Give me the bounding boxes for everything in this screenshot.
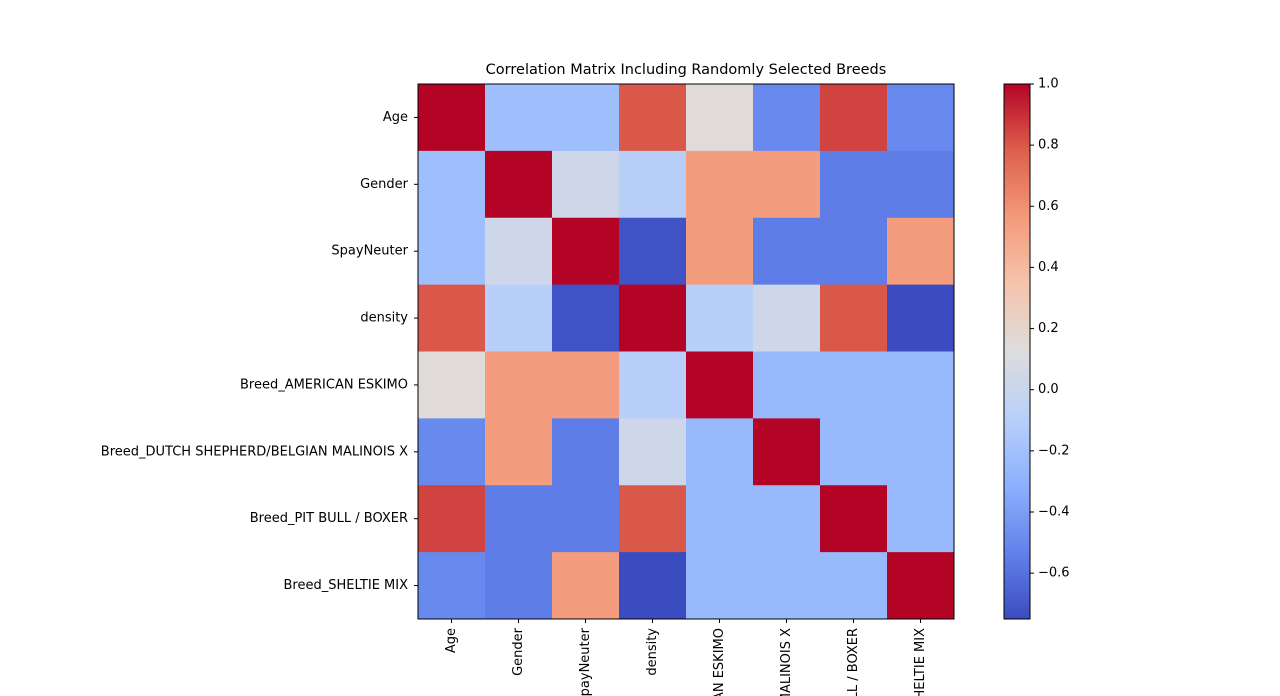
heatmap-cell — [552, 284, 620, 352]
heatmap-cell — [485, 552, 553, 620]
y-tick-label: Age — [383, 110, 408, 125]
heatmap-cell — [485, 217, 553, 286]
heatmap-cell — [619, 217, 687, 286]
heatmap-cell — [619, 84, 687, 152]
heatmap-cell — [686, 84, 754, 152]
colorbar-tick-label: 0.0 — [1038, 382, 1059, 397]
heatmap-cell — [887, 217, 955, 286]
x-tick-label: SpayNeuter — [578, 627, 593, 696]
heatmap-cell — [820, 217, 888, 286]
heatmap-cell — [485, 284, 553, 352]
heatmap-cell — [619, 150, 687, 219]
y-tick-label: Breed_DUTCH SHEPHERD/BELGIAN MALINOIS X — [101, 444, 408, 459]
heatmap-cell — [820, 351, 888, 419]
x-tick-label: Breed_DUTCH SHEPHERD/BELGIAN MALINOIS X — [779, 628, 794, 696]
x-tick-label: Breed_AMERICAN ESKIMO — [712, 628, 727, 696]
heatmap-cell — [686, 418, 754, 486]
heatmap-cell — [753, 84, 821, 152]
heatmap-cell — [820, 150, 888, 219]
colorbar — [1003, 83, 1031, 620]
heatmap-cell — [418, 217, 486, 286]
heatmap-cell — [418, 552, 486, 620]
heatmap-cell — [887, 84, 955, 152]
heatmap-cell — [485, 351, 553, 419]
heatmap-cell — [753, 351, 821, 419]
heatmap-cell — [887, 418, 955, 486]
heatmap-cell — [552, 84, 620, 152]
heatmap-cell — [418, 418, 486, 486]
heatmap-cell — [753, 485, 821, 553]
colorbar-tick-label: −0.4 — [1038, 505, 1070, 520]
heatmap-cell — [753, 217, 821, 286]
heatmap-cell — [619, 351, 687, 419]
heatmap-cell — [887, 150, 955, 219]
colorbar-tick-label: −0.2 — [1038, 443, 1070, 458]
heatmap-cell — [887, 485, 955, 553]
heatmap-cell — [619, 552, 687, 620]
colorbar-tick-label: 0.6 — [1038, 199, 1059, 214]
y-tick-label: Breed_AMERICAN ESKIMO — [240, 377, 408, 392]
heatmap-cell — [418, 485, 486, 553]
heatmap-cell — [686, 284, 754, 352]
heatmap-cell — [887, 552, 955, 620]
heatmap-cell — [619, 418, 687, 486]
heatmap-cell — [485, 418, 553, 486]
heatmap-cell — [552, 351, 620, 419]
heatmap-cell — [485, 84, 553, 152]
plot-frame — [417, 83, 955, 620]
heatmap-cell — [485, 150, 553, 219]
colorbar-tick-label: 0.8 — [1038, 138, 1059, 153]
heatmap-cell — [686, 351, 754, 419]
heatmap-cell — [686, 217, 754, 286]
colorbar-tick-label: 0.2 — [1038, 321, 1059, 336]
heatmap-cell — [552, 418, 620, 486]
heatmap-cell — [820, 84, 888, 152]
heatmap-cell — [887, 284, 955, 352]
chart-title: Correlation Matrix Including Randomly Se… — [486, 62, 887, 78]
heatmap-cell — [552, 150, 620, 219]
heatmap-cell — [418, 150, 486, 219]
heatmap-cell — [820, 485, 888, 553]
y-tick-label: SpayNeuter — [331, 244, 408, 259]
x-tick-label: Breed_PIT BULL / BOXER — [846, 628, 861, 696]
heatmap-cell — [753, 552, 821, 620]
heatmap-cell — [552, 485, 620, 553]
y-tick-label: Breed_PIT BULL / BOXER — [250, 511, 408, 526]
heatmap-cell — [820, 418, 888, 486]
y-tick-label: Gender — [360, 177, 409, 192]
heatmap-cell — [619, 284, 687, 352]
x-tick-label: Breed_SHELTIE MIX — [913, 628, 928, 696]
heatmap-cell — [686, 485, 754, 553]
heatmap-cell — [552, 552, 620, 620]
heatmap-cell — [887, 351, 955, 419]
y-tick-label: Breed_SHELTIE MIX — [284, 578, 409, 593]
colorbar-tick-label: 1.0 — [1038, 77, 1059, 92]
heatmap-cell — [753, 150, 821, 219]
heatmap-cell — [418, 351, 486, 419]
x-tick-label: Gender — [511, 627, 526, 676]
heatmap-cell — [753, 284, 821, 352]
heatmap-cell — [686, 552, 754, 620]
heatmap-cell — [820, 552, 888, 620]
colorbar-tick-label: −0.6 — [1038, 566, 1070, 581]
heatmap-cell — [820, 284, 888, 352]
heatmap-cell — [552, 217, 620, 286]
heatmap-cell — [485, 485, 553, 553]
x-tick-label: Age — [444, 628, 459, 653]
heatmap-cell — [418, 84, 486, 152]
heatmap-cell — [753, 418, 821, 486]
heatmap-cell — [686, 150, 754, 219]
colorbar-tick-label: 0.4 — [1038, 260, 1059, 275]
heatmap-cell — [619, 485, 687, 553]
y-tick-label: density — [360, 311, 408, 326]
x-tick-label: density — [645, 628, 660, 676]
heatmap-cell — [418, 284, 486, 352]
